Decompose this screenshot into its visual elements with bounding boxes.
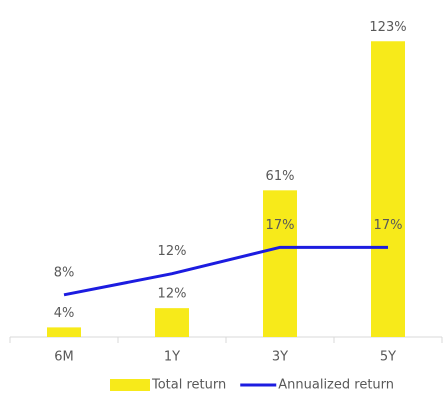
line: [63, 245, 388, 297]
legend-label: Total return: [151, 378, 226, 393]
data-label: 61%: [266, 169, 295, 184]
x-tick-label: 5Y: [380, 350, 396, 365]
data-label: 8%: [54, 265, 75, 280]
bar: [155, 308, 189, 337]
data-label: 17%: [374, 218, 403, 233]
x-tick-label: 1Y: [164, 350, 180, 365]
x-tick-label: 3Y: [272, 350, 288, 365]
legend-label: Annualized return: [278, 378, 394, 393]
data-label: 4%: [54, 306, 75, 321]
data-label: 123%: [369, 20, 406, 35]
data-label: 12%: [158, 244, 187, 259]
bar: [371, 41, 405, 337]
data-label: 12%: [158, 287, 187, 302]
bar: [47, 327, 81, 337]
x-tick-label: 6M: [54, 350, 74, 365]
bar: [263, 190, 297, 337]
data-label: 17%: [266, 218, 295, 233]
legend-swatch: [110, 379, 150, 391]
